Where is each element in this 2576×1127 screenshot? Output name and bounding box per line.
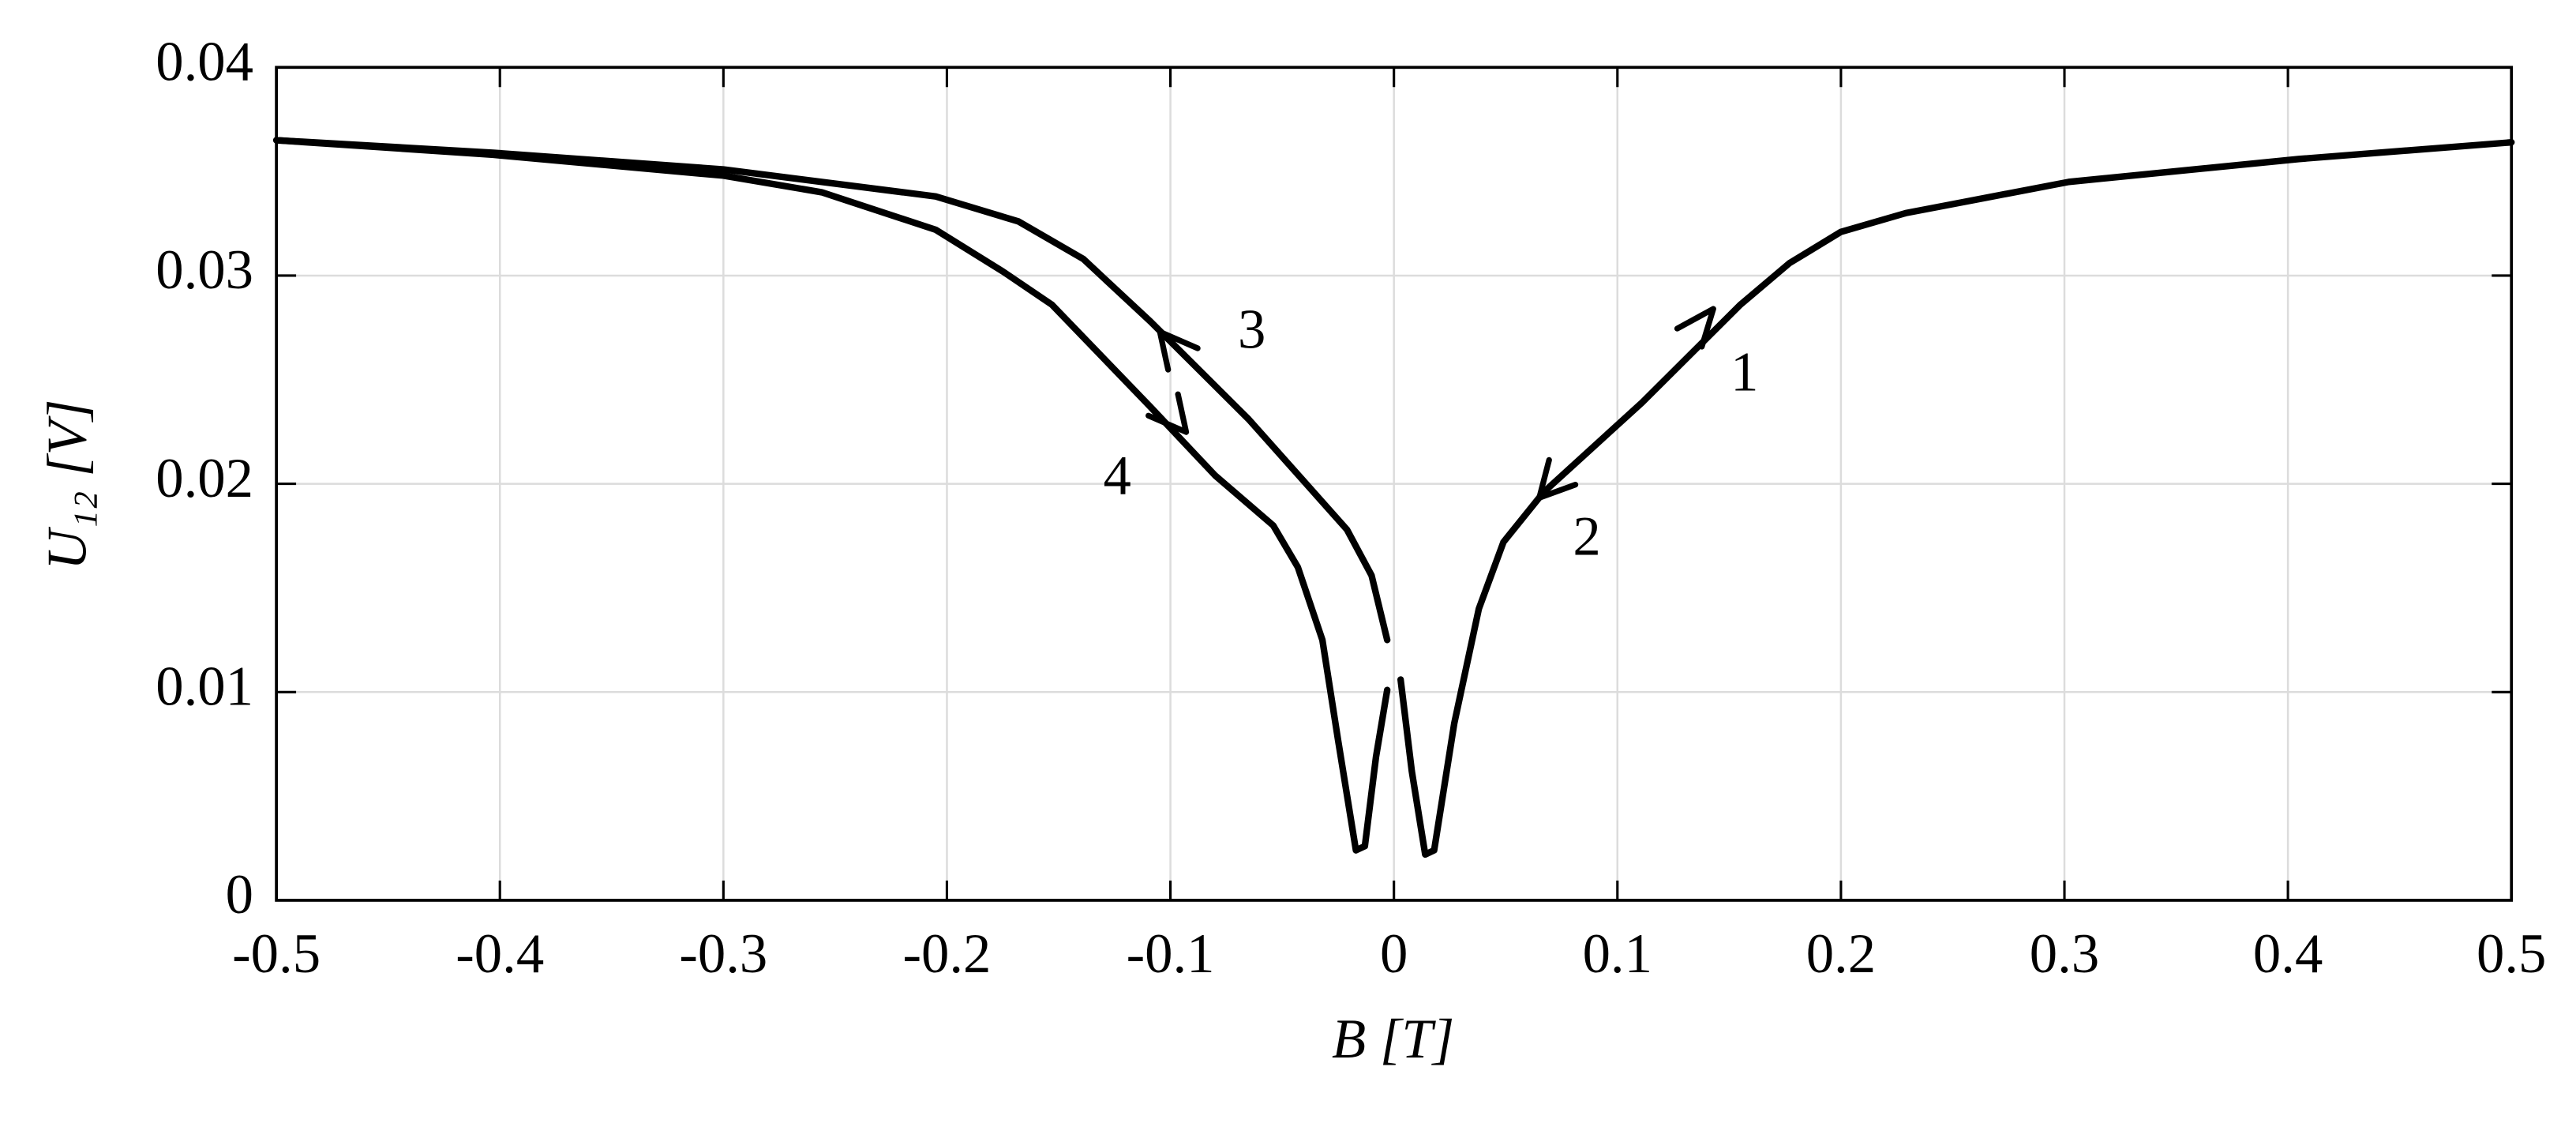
- y-tick-label: 0: [226, 864, 253, 926]
- x-tick-label: -0.3: [679, 923, 767, 985]
- x-tick-label: 0.3: [2030, 923, 2099, 985]
- x-tick-label: 0.1: [1583, 923, 1652, 985]
- x-tick-label: -0.5: [232, 923, 321, 985]
- arrow-1: [1674, 306, 1716, 350]
- x-tick-label: -0.1: [1127, 923, 1215, 985]
- annotation: 2: [1573, 506, 1600, 568]
- x-tick-label: 0.4: [2253, 923, 2323, 985]
- y-tick-label: 0.02: [156, 448, 253, 509]
- curves: [272, 137, 2515, 858]
- y-tick-label: 0.04: [156, 32, 253, 93]
- x-axis-label: B [T]: [1332, 1009, 1454, 1070]
- arrow-2: [1536, 456, 1579, 501]
- annotation: 3: [1238, 299, 1266, 361]
- arrow-4: [1146, 391, 1190, 435]
- y-axis-label: U₁₂ [V]: [36, 400, 98, 570]
- curve: [272, 137, 1391, 644]
- annotation: 1: [1730, 342, 1758, 404]
- x-tick-label: 0.2: [1806, 923, 1876, 985]
- arrow-3: [1157, 329, 1201, 373]
- annotation: 4: [1103, 445, 1131, 507]
- y-tick-label: 0.01: [156, 656, 253, 718]
- curve: [1397, 139, 2515, 858]
- y-tick-label: 0.03: [156, 239, 253, 301]
- x-tick-label: 0: [1380, 923, 1408, 985]
- curve: [272, 137, 1391, 854]
- x-tick-label: 0.5: [2477, 923, 2546, 985]
- x-tick-label: -0.4: [456, 923, 544, 985]
- x-tick-label: -0.2: [902, 923, 991, 985]
